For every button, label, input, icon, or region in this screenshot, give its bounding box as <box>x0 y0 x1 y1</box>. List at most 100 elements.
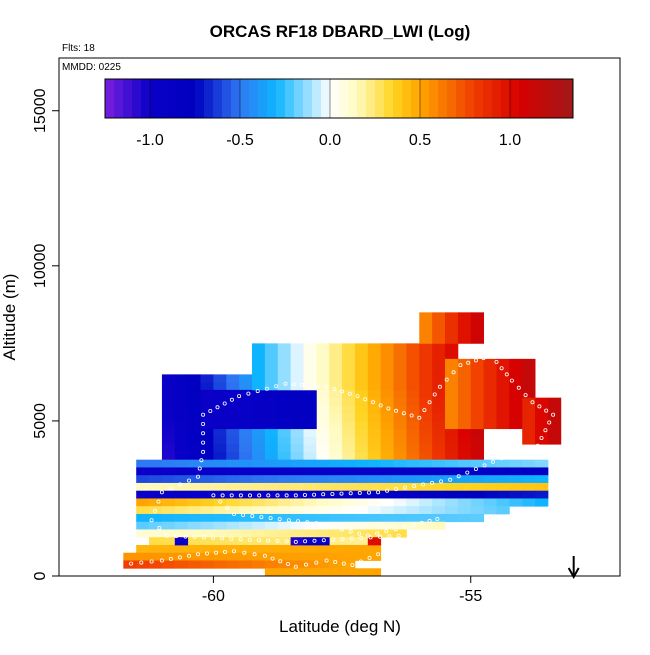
track-point <box>544 408 549 413</box>
heatmap-cell <box>264 343 279 352</box>
heatmap-cell <box>457 467 472 476</box>
heatmap-cell <box>200 498 214 507</box>
heatmap-cell <box>264 513 279 523</box>
heatmap-cell <box>213 389 227 399</box>
heatmap-cell <box>342 490 356 499</box>
colorbar-tick-label: 1.0 <box>499 132 521 149</box>
heatmap-cell <box>354 498 369 507</box>
heatmap-cell <box>483 490 497 499</box>
heatmap-cell <box>239 420 253 430</box>
heatmap-cell <box>470 327 485 337</box>
heatmap-cell <box>213 552 227 561</box>
heatmap-cell <box>393 521 407 530</box>
heatmap-cell <box>252 428 266 437</box>
heatmap-cell <box>535 413 549 422</box>
heatmap-cell <box>226 467 240 476</box>
track-point <box>439 479 444 484</box>
heatmap-cell <box>252 389 266 399</box>
heatmap-cell <box>174 537 189 546</box>
heatmap-cell <box>393 444 407 453</box>
heatmap-cell <box>342 521 356 530</box>
heatmap-cell <box>380 382 394 391</box>
track-point <box>499 366 504 371</box>
heatmap-cell <box>161 428 176 437</box>
heatmap-cell <box>457 358 472 368</box>
heatmap-cell <box>303 521 317 530</box>
colorbar: -1.0 -0.5 0.0 0.5 1.0 <box>104 78 574 149</box>
track-point <box>432 392 437 397</box>
track-point <box>159 490 164 495</box>
heatmap-cell <box>354 529 369 538</box>
heatmap-cell <box>226 521 240 530</box>
heatmap-cell <box>406 428 420 437</box>
heatmap-cell <box>342 467 356 476</box>
colorbar-segment <box>456 79 466 118</box>
track-point <box>201 449 206 454</box>
track-point <box>201 412 206 417</box>
heatmap-cell <box>136 482 150 492</box>
heatmap-cell <box>149 552 163 561</box>
heatmap-cell <box>367 351 382 360</box>
heatmap-cell <box>457 490 472 499</box>
heatmap-cell <box>445 451 459 461</box>
track-point <box>427 400 432 405</box>
heatmap-cell <box>264 529 279 538</box>
flight-track <box>129 353 556 569</box>
heatmap-cell <box>406 498 420 507</box>
heatmap-cell <box>239 405 253 414</box>
heatmap-cell <box>419 382 433 391</box>
colorbar-segment <box>150 79 160 118</box>
heatmap-cell <box>432 312 446 321</box>
heatmap-cell <box>419 444 433 453</box>
track-point <box>458 363 463 368</box>
heatmap-cell <box>432 482 446 492</box>
track-point <box>385 488 390 493</box>
heatmap-cell <box>316 529 330 538</box>
heatmap-cell <box>432 413 446 422</box>
heatmap-cell <box>342 482 356 492</box>
heatmap-cell <box>393 451 407 461</box>
track-point <box>516 385 521 390</box>
colorbar-segment <box>393 79 403 118</box>
track-point <box>293 564 298 569</box>
heatmap-cell <box>187 382 201 391</box>
heatmap-cell <box>445 506 459 515</box>
heatmap-cell <box>393 490 407 499</box>
track-point <box>539 435 544 440</box>
heatmap-cell <box>393 428 407 437</box>
heatmap-cell <box>354 405 369 414</box>
heatmap-cell <box>239 459 253 468</box>
heatmap-cell <box>496 389 510 399</box>
heatmap-cell <box>509 459 523 468</box>
heatmap-cell <box>380 366 394 375</box>
heatmap-cell <box>174 467 189 476</box>
track-point <box>363 397 368 402</box>
heatmap-cell <box>252 529 266 538</box>
heatmap-cell <box>226 444 240 453</box>
heatmap-cell <box>342 366 356 375</box>
heatmap-cell <box>200 389 214 399</box>
track-point <box>242 550 247 555</box>
heatmap-cell <box>290 374 304 383</box>
heatmap-cell <box>380 428 394 437</box>
track-point <box>156 499 161 504</box>
heatmap-cell <box>187 436 201 445</box>
heatmap-cell <box>406 467 420 476</box>
heatmap-cell <box>406 405 420 414</box>
track-point <box>174 534 179 539</box>
heatmap-cell <box>264 475 279 484</box>
heatmap-cell <box>136 513 150 523</box>
track-point <box>241 513 246 518</box>
heatmap-cell <box>226 513 240 523</box>
heatmap-cell <box>277 490 292 499</box>
track-point <box>256 538 261 543</box>
heatmap-cell <box>509 490 523 499</box>
heatmap-cell <box>136 459 150 468</box>
heatmap-cell <box>316 374 330 383</box>
heatmap-cell <box>239 467 253 476</box>
heatmap-cell <box>509 482 523 492</box>
heatmap-cell <box>354 351 369 360</box>
heatmap-cell <box>213 467 227 476</box>
colorbar-segment <box>312 79 322 118</box>
heatmap-cell <box>483 389 497 399</box>
